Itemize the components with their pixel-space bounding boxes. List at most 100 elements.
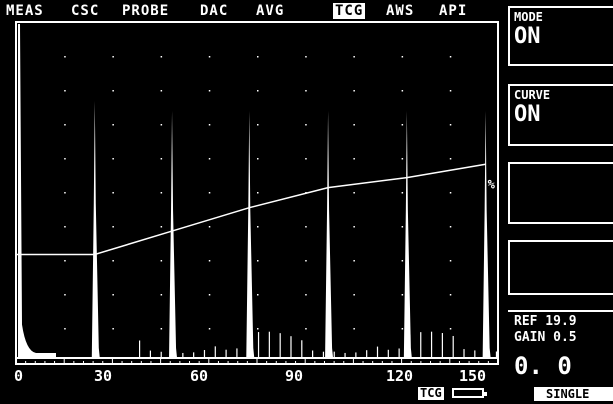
echo-peak bbox=[482, 110, 491, 358]
x-tick-120: 120 bbox=[386, 367, 414, 385]
grid-dot bbox=[305, 226, 307, 228]
grid-dot bbox=[160, 260, 163, 262]
grid-dot bbox=[353, 158, 355, 160]
grid-dot bbox=[401, 294, 404, 296]
echo-peak bbox=[18, 24, 56, 358]
grid-dot bbox=[160, 192, 163, 194]
menu-csc[interactable]: CSC bbox=[71, 3, 100, 19]
grid-dot bbox=[353, 226, 355, 228]
grid-dot bbox=[449, 226, 452, 228]
grid-dot bbox=[64, 158, 66, 160]
menu-meas[interactable]: MEAS bbox=[6, 3, 44, 19]
menu-dac[interactable]: DAC bbox=[200, 3, 229, 19]
status-divider bbox=[508, 310, 613, 312]
grid-dot bbox=[112, 226, 114, 228]
grid-dot bbox=[305, 328, 307, 330]
grid-dot bbox=[449, 260, 452, 262]
grid-dot bbox=[353, 192, 355, 194]
grid-dot bbox=[401, 226, 404, 228]
grid-dot bbox=[305, 124, 307, 126]
grid-dot bbox=[449, 158, 452, 160]
grid-dot bbox=[449, 90, 452, 92]
tcg-curve bbox=[16, 163, 486, 256]
grid-dot bbox=[401, 260, 404, 262]
menu-tcg[interactable]: TCG bbox=[333, 3, 366, 19]
grid-dot bbox=[64, 226, 66, 228]
grid-dot bbox=[160, 294, 163, 296]
grid-dot bbox=[449, 328, 452, 330]
grid-dot bbox=[401, 90, 404, 92]
grid-dot bbox=[257, 124, 259, 126]
grid-dot bbox=[353, 260, 355, 262]
grid-dot bbox=[401, 328, 404, 330]
grid-dot bbox=[64, 56, 66, 58]
menu-avg[interactable]: AVG bbox=[256, 3, 285, 19]
mode-panel[interactable]: MODE ON bbox=[508, 6, 613, 66]
grid-dot bbox=[208, 328, 211, 330]
grid-dot bbox=[353, 124, 355, 126]
gain-readout: GAIN 0.5 bbox=[514, 330, 577, 345]
grid-dot bbox=[353, 56, 355, 58]
grid-dot bbox=[257, 192, 259, 194]
signal-trace bbox=[16, 24, 498, 359]
grid-dot bbox=[257, 158, 259, 160]
grid-dot bbox=[449, 192, 452, 194]
echo-peak bbox=[325, 110, 334, 358]
grid-dot bbox=[112, 328, 114, 330]
grid-dot bbox=[112, 124, 114, 126]
grid-dot bbox=[112, 158, 114, 160]
x-tick-90: 90 bbox=[285, 367, 304, 385]
grid-dot bbox=[401, 56, 404, 58]
grid-dot bbox=[160, 90, 163, 92]
grid-dot bbox=[64, 124, 66, 126]
grid-dot bbox=[449, 56, 452, 58]
grid-dot bbox=[160, 124, 163, 126]
grid-dot bbox=[64, 260, 66, 262]
grid-dot bbox=[401, 192, 404, 194]
curve-panel[interactable]: CURVE ON bbox=[508, 84, 613, 146]
grid-dot bbox=[257, 56, 259, 58]
grid-dot bbox=[305, 158, 307, 160]
ref-readout: REF 19.9 bbox=[514, 314, 577, 329]
grid-dot bbox=[401, 158, 404, 160]
grid-dot bbox=[64, 90, 66, 92]
grid-dot bbox=[112, 260, 114, 262]
grid-dot bbox=[449, 294, 452, 296]
grid-dot bbox=[305, 90, 307, 92]
grid-dot bbox=[208, 294, 211, 296]
grid-dot bbox=[305, 56, 307, 58]
menu-probe[interactable]: PROBE bbox=[122, 3, 170, 19]
grid-dot bbox=[64, 192, 66, 194]
grid-dot bbox=[160, 226, 163, 228]
ascan-display: % bbox=[15, 21, 499, 365]
grid-dot bbox=[401, 124, 404, 126]
mode-value: ON bbox=[514, 24, 541, 49]
grid-dot bbox=[305, 294, 307, 296]
grid-dot bbox=[353, 328, 355, 330]
grid-dot bbox=[64, 328, 66, 330]
grid-dot bbox=[208, 260, 211, 262]
grid-dot bbox=[353, 90, 355, 92]
grid-dot bbox=[257, 260, 259, 262]
grid-dot bbox=[64, 294, 66, 296]
empty-panel-2[interactable] bbox=[508, 240, 613, 295]
single-mode-button[interactable]: SINGLE bbox=[534, 387, 613, 401]
x-tick-0: 0 bbox=[14, 367, 24, 385]
curve-marker: % bbox=[488, 177, 496, 191]
grid-dot bbox=[257, 328, 259, 330]
grid-dot bbox=[112, 192, 114, 194]
grid-dot bbox=[160, 56, 163, 58]
measurement-value: 0. 0 bbox=[514, 352, 572, 380]
tcg-indicator: TCG bbox=[418, 386, 444, 400]
menu-api[interactable]: API bbox=[439, 3, 468, 19]
grid-dot bbox=[160, 328, 163, 330]
empty-panel-1[interactable] bbox=[508, 162, 613, 224]
grid-dot bbox=[449, 124, 452, 126]
menu-aws[interactable]: AWS bbox=[386, 3, 415, 19]
grid-dot bbox=[208, 226, 211, 228]
grid-dot bbox=[208, 56, 211, 58]
top-menu: MEAS CSC PROBE DAC AVG TCG AWS API bbox=[0, 0, 508, 22]
curve-value: ON bbox=[514, 102, 541, 127]
grid-dot bbox=[353, 294, 355, 296]
x-tick-60: 60 bbox=[190, 367, 209, 385]
